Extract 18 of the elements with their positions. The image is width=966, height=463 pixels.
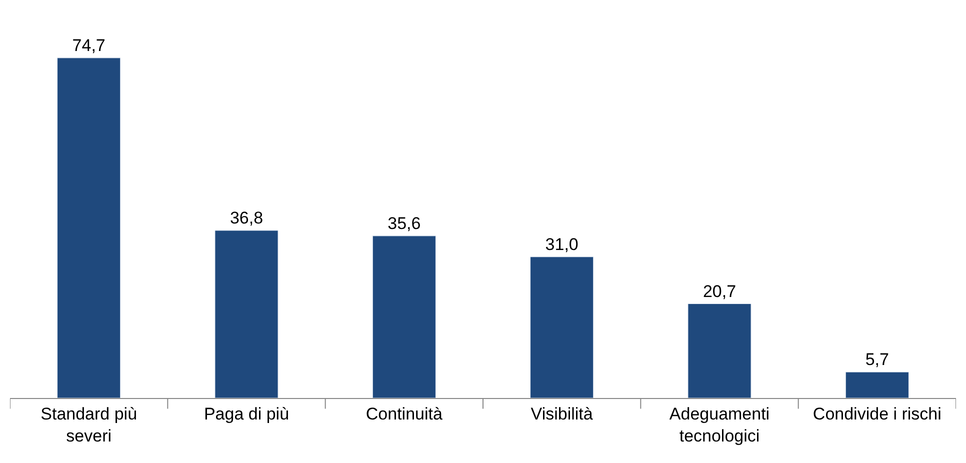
bar (57, 58, 121, 398)
bar (214, 230, 278, 398)
bar (530, 256, 594, 398)
x-tick-label: Visibilità (530, 404, 594, 424)
x-tick-label: Adeguamenti tecnologici (669, 404, 770, 446)
x-tick-label: Paga di più (204, 404, 290, 424)
data-label: 20,7 (702, 282, 736, 301)
data-label: 31,0 (545, 234, 578, 254)
data-label: 74,7 (72, 36, 106, 55)
x-tick-label: Condivide i rischi (812, 404, 942, 424)
data-label: 35,6 (388, 214, 421, 233)
data-label: 5,7 (865, 350, 889, 370)
bar (372, 236, 436, 398)
x-tick-label: Continuità (366, 404, 443, 424)
bar (688, 304, 752, 398)
bar (845, 372, 909, 398)
x-tick-label: Standard più severi (40, 404, 138, 446)
data-label: 36,8 (230, 208, 264, 228)
